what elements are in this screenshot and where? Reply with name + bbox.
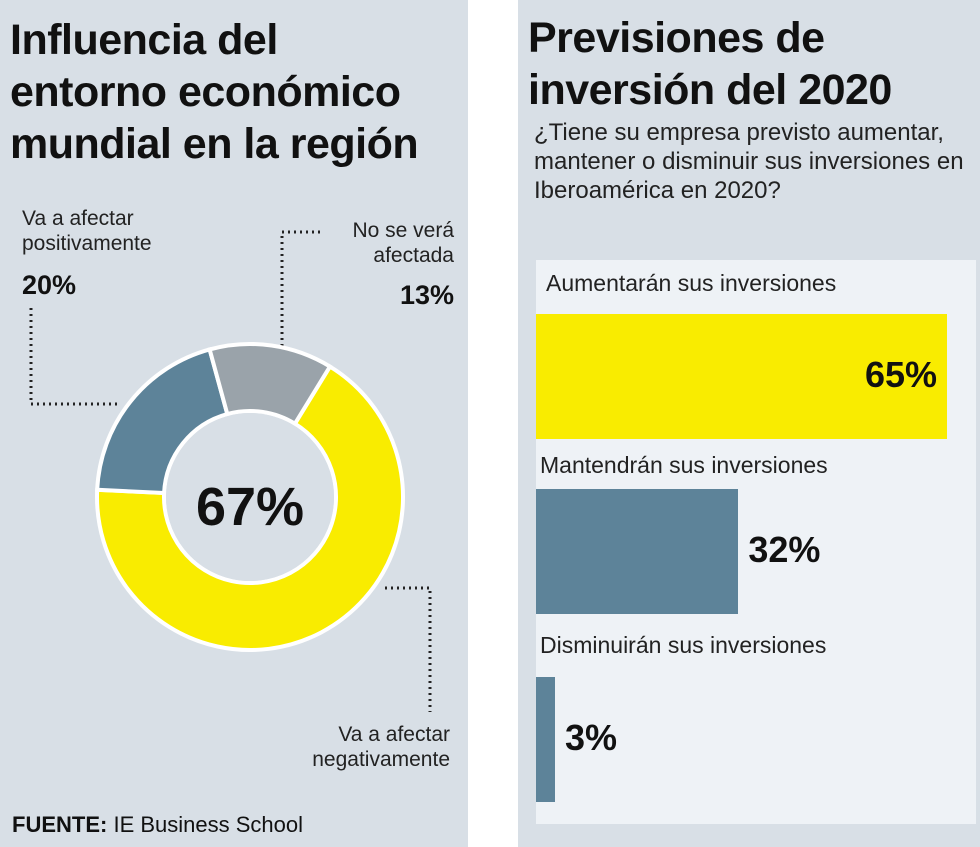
donut-hole: [166, 413, 334, 581]
donut-chart: [29, 230, 432, 712]
bar-decrease: [536, 677, 555, 802]
leader-line-positive: [29, 308, 118, 406]
source-text: IE Business School: [113, 812, 303, 837]
bar-category-increase: Aumentarán sus inversiones: [546, 270, 837, 296]
leader-lines: [29, 230, 432, 712]
label-positive-line: Va a afectar: [22, 207, 134, 230]
donut-center-value: 67%: [195, 477, 305, 537]
value-none: 13%: [399, 280, 454, 310]
donut-slice-negative: [95, 363, 405, 652]
label-none-line: No se verá: [352, 219, 454, 242]
right-title-line: Previsiones de: [528, 14, 825, 62]
source-label: FUENTE:: [12, 812, 108, 837]
right-panel: Previsiones de inversión del 2020 ¿Tiene…: [518, 0, 980, 847]
bar-category-decrease: Disminuirán sus inversiones: [540, 632, 827, 658]
label-none-line: afectada: [373, 244, 454, 267]
label-positive-line: positivamente: [22, 232, 152, 255]
bar-maintain: [536, 489, 739, 614]
label-negative-line: negativamente: [312, 748, 450, 771]
leader-line-negative: [385, 586, 432, 712]
leader-line-none: [280, 230, 320, 346]
right-title-line: inversión del 2020: [528, 66, 892, 114]
label-negative-line: Va a afectar: [338, 723, 450, 746]
label-negative: Va a afectar negativamente: [250, 722, 450, 772]
bar-chart: Aumentarán sus inversiones 65% Mantendrán …: [536, 260, 976, 824]
left-title-line: Influencia del: [10, 16, 278, 64]
left-chart-title: Influencia del entorno económico mundial…: [10, 14, 466, 170]
left-title-line: entorno económico: [10, 68, 401, 116]
label-none: No se verá afectada: [294, 218, 454, 268]
bar-value-maintain: 32%: [748, 529, 821, 570]
source-note: FUENTE: IE Business School: [12, 812, 303, 838]
bar-increase: [536, 314, 947, 439]
bar-value-decrease: 3%: [564, 717, 617, 758]
value-positive: 20%: [22, 270, 77, 300]
bar-category-maintain: Mantendrán sus inversiones: [540, 452, 828, 478]
label-positive: Va a afectar positivamente: [22, 206, 152, 256]
left-panel: Influencia del entorno económico mundial…: [0, 0, 468, 847]
right-chart-title: Previsiones de inversión del 2020: [528, 12, 978, 116]
donut-slice-none: [207, 342, 333, 427]
bar-value-increase: 65%: [864, 354, 937, 395]
survey-question: ¿Tiene su empresa previsto aumentar, man…: [534, 119, 964, 204]
left-title-line: mundial en la región: [10, 120, 419, 168]
donut-slice-positive: [95, 346, 230, 496]
